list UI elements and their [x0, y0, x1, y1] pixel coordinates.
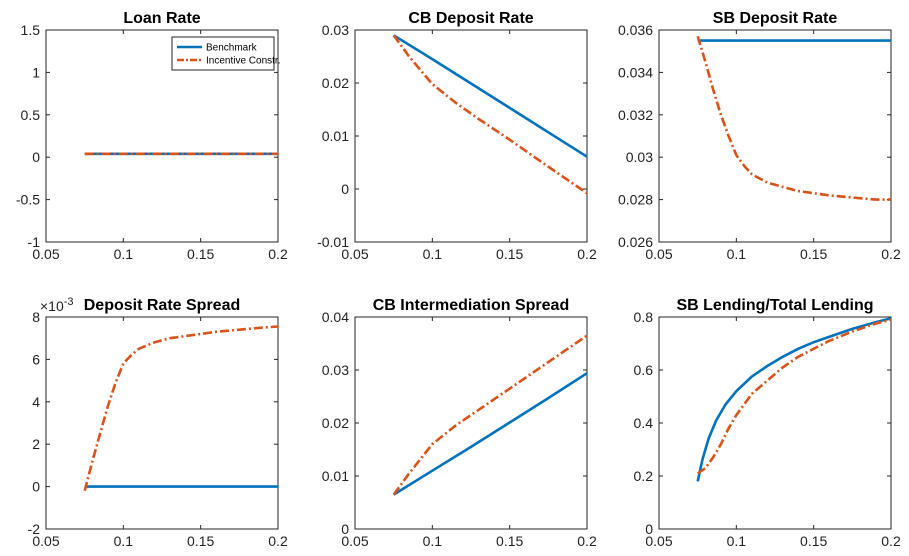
x-tick-label: 0.1: [727, 246, 747, 262]
x-tick-label: 0.2: [577, 246, 597, 262]
x-tick-label: 0.2: [577, 533, 597, 549]
y-exponent-label: ×10-3: [40, 296, 74, 314]
y-exponent-power: -3: [64, 296, 74, 308]
series-line-benchmark: [393, 372, 588, 496]
x-tick-label: 0.2: [881, 533, 901, 549]
chart-panel-3: SB Deposit Rate 0.05 0.1 0.15 0.2 0.026 0.028 0…: [618, 10, 901, 262]
x-tick-label: 0.05: [32, 246, 59, 262]
plot-area: [354, 29, 588, 243]
chart-title: SB Deposit Rate: [713, 10, 838, 27]
chart-panel-5: CB Intermediation Spread 0.05 0.1 0.15 0.2 0 0…: [322, 297, 597, 549]
y-tick-label: 1.5: [21, 22, 41, 38]
y-tick-label: 8: [32, 309, 40, 325]
y-tick-label: 0.03: [626, 149, 653, 165]
x-tick-label: 0.15: [187, 246, 214, 262]
chart-title: SB Lending/Total Lending: [676, 297, 873, 314]
x-tick-label: 0.05: [32, 533, 59, 549]
y-tick-label: 0.03: [322, 22, 349, 38]
x-tick-label: 0.15: [496, 533, 523, 549]
y-tick-label: -0.5: [16, 192, 40, 208]
y-tick-label: -0.01: [317, 234, 349, 250]
y-tick-label: 2: [32, 436, 40, 452]
y-tick-label: 0.028: [618, 192, 653, 208]
legend: Benchmark Incentive Constr.: [171, 36, 280, 71]
x-tick-label: 0.15: [800, 246, 827, 262]
plot-area: [354, 316, 588, 530]
y-tick-label: -1: [28, 234, 41, 250]
y-tick-label: 0.026: [618, 234, 653, 250]
series-line-incentive-constr: [392, 334, 588, 496]
chart-title: CB Deposit Rate: [408, 10, 533, 27]
y-tick-label: 0: [32, 149, 40, 165]
y-tick-label: 0.02: [322, 415, 349, 431]
series-line-incentive-constr: [392, 34, 588, 195]
x-tick-label: 0.05: [645, 533, 672, 549]
y-tick-label: 0.01: [322, 468, 349, 484]
series-line-benchmark: [393, 34, 588, 158]
y-tick-label: 0.2: [634, 468, 654, 484]
x-tick-label: 0.1: [423, 246, 443, 262]
x-tick-label: 0.2: [268, 246, 288, 262]
series-line-incentive-constr: [696, 318, 892, 475]
plot-area: [658, 316, 892, 530]
y-tick-label: 0.02: [322, 75, 349, 91]
legend-label: Incentive Constr.: [206, 56, 280, 67]
y-tick-label: 0: [645, 521, 653, 537]
x-tick-label: 0.05: [341, 246, 368, 262]
y-tick-label: 0: [341, 181, 349, 197]
y-tick-label: 0.04: [322, 309, 349, 325]
y-tick-label: 0.8: [634, 309, 654, 325]
x-tick-label: 0.1: [727, 533, 747, 549]
legend-label: Benchmark: [206, 43, 258, 54]
chart-title: CB Intermediation Spread: [373, 297, 569, 314]
series-line-incentive-constr: [83, 325, 279, 492]
y-tick-label: 0.5: [21, 107, 41, 123]
x-tick-label: 0.2: [268, 533, 288, 549]
chart-panel-6: SB Lending/Total Lending 0.05 0.1 0.15 0.2 0 0…: [634, 297, 901, 549]
y-tick-label: 0.032: [618, 107, 653, 123]
x-tick-label: 0.05: [645, 246, 672, 262]
x-tick-label: 0.1: [423, 533, 443, 549]
y-tick-label: 0.6: [634, 362, 654, 378]
y-tick-label: 0: [341, 521, 349, 537]
x-tick-label: 0.15: [496, 246, 523, 262]
y-tick-label: 0.4: [634, 415, 654, 431]
plot-area: [45, 316, 279, 530]
y-tick-label: 0: [32, 479, 40, 495]
y-tick-label: 0.01: [322, 128, 349, 144]
x-tick-label: 0.2: [881, 246, 901, 262]
plot-area: [658, 29, 892, 243]
y-tick-label: 4: [32, 394, 40, 410]
chart-title: Loan Rate: [123, 10, 200, 27]
x-tick-label: 0.15: [187, 533, 214, 549]
y-tick-label: 1: [32, 64, 40, 80]
y-tick-label: -2: [28, 521, 41, 537]
y-tick-label: 0.034: [618, 64, 653, 80]
legend-box: [171, 36, 275, 71]
y-tick-label: 6: [32, 351, 40, 367]
x-tick-label: 0.1: [114, 533, 134, 549]
chart-panel-1: Loan Rate 0.05 0.1 0.15 0.2 -1 -0.5 0 0.5 1 1.5 Ben…: [16, 10, 288, 262]
chart-title: Deposit Rate Spread: [84, 297, 240, 314]
series-line-benchmark: [696, 317, 892, 482]
chart-panel-4: Deposit Rate Spread 0.05 0.1 0.15 0.2 -2 0 2 4 6 8…: [28, 296, 288, 549]
x-tick-label: 0.05: [341, 533, 368, 549]
y-tick-label: 0.03: [322, 362, 349, 378]
y-tick-label: 0.036: [618, 22, 653, 38]
chart-panel-2: CB Deposit Rate 0.05 0.1 0.15 0.2 -0.01 0 0.01 0…: [317, 10, 597, 262]
x-tick-label: 0.1: [114, 246, 134, 262]
series-line-incentive-constr: [696, 36, 891, 201]
x-tick-label: 0.15: [800, 533, 827, 549]
